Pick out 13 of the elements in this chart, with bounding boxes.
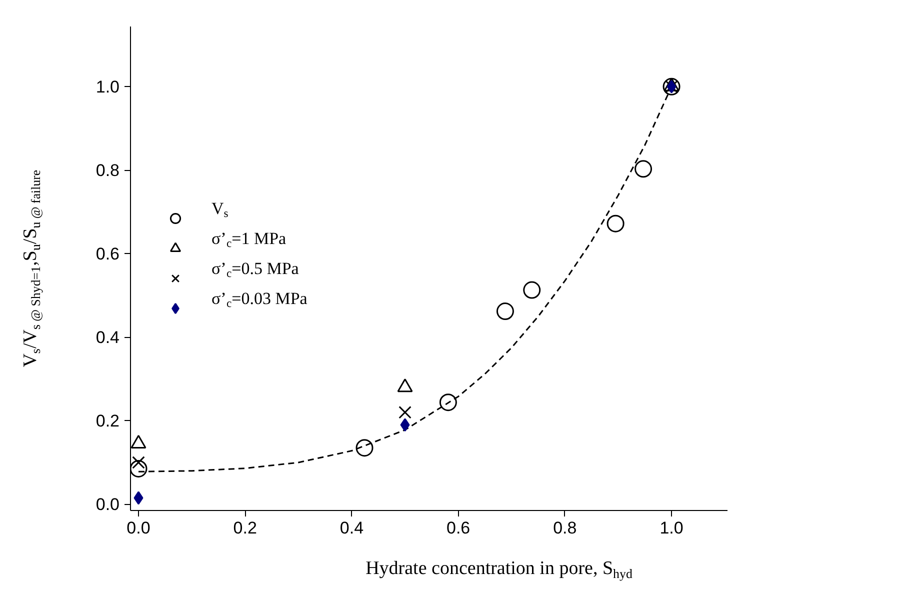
y-tick-label: 0.6 [96,244,120,264]
y-tick-label: 0.4 [96,328,120,348]
y-tick-label: 0.0 [96,495,120,514]
y-axis-title: Vs/Vs @ Shyd=1,Su/Su @ failure [20,170,44,368]
x-tick-label: 0.0 [126,518,150,538]
x-tick-label: 0.4 [340,518,364,538]
y-tick-label: 1.0 [96,78,120,97]
x-tick-label: 0.6 [446,518,470,538]
x-tick-label: 1.0 [660,518,684,538]
y-tick-label: 0.8 [96,161,120,180]
y-tick-label: 0.2 [96,412,120,431]
x-tick-label: 0.8 [553,518,577,538]
x-tick-label: 0.2 [233,518,257,538]
